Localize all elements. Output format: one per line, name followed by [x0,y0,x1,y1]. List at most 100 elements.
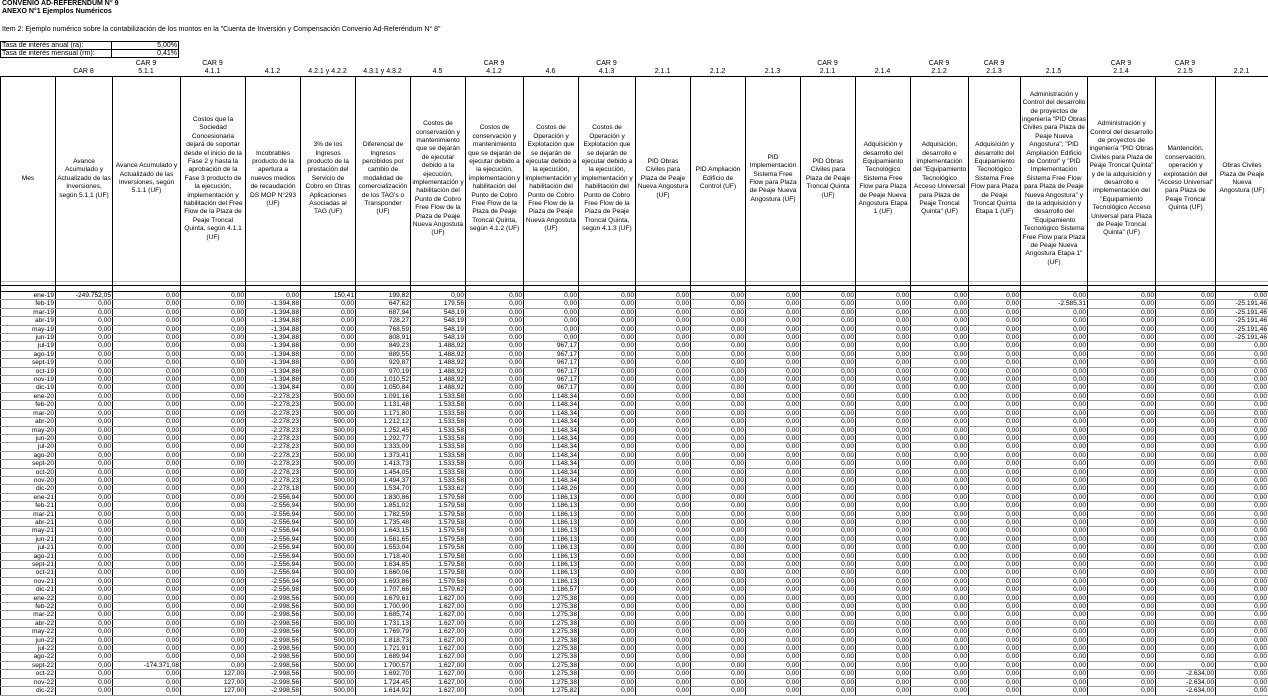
value-cell: 0,00 [745,493,801,503]
value-cell: 0,00 [968,594,1021,604]
table-row: mar-21 0,00 0,00 0,00 -2.556,94 500,00 1.782,5… [0,510,1268,519]
month-cell: ene-19 [0,291,56,301]
value-cell: 0,00 [1087,468,1156,477]
value-cell: 0,00 [300,325,356,335]
month-cell: feb-21 [0,501,56,511]
value-cell: 500,00 [300,686,356,696]
value-cell: 0,00 [855,510,911,519]
value-cell: 0,00 [55,493,113,503]
value-cell: 179,56 [410,299,466,309]
value-cell: 0,00 [745,316,801,326]
month-cell: oct-20 [0,468,56,477]
value-cell: 0,00 [523,291,579,301]
value-cell: 0,00 [112,383,181,393]
value-cell: 0,00 [1087,392,1156,402]
value-cell: 0,00 [1155,400,1216,410]
value-cell: -1.394,88 [245,325,301,335]
table-row: feb-22 0,00 0,00 0,00 -2.998,56 500,00 1.700,9… [0,602,1268,612]
column-section: 4.6 [545,67,556,75]
value-cell: 0,00 [1087,291,1156,301]
value-cell: 0,00 [300,383,356,393]
value-cell: 0,00 [1087,400,1156,410]
value-cell: 0,00 [968,661,1021,671]
value-cell: 0,00 [55,409,113,419]
value-cell: 0,00 [180,543,246,553]
value-cell: 1.275,38 [523,652,579,662]
value-cell: 0,00 [1020,526,1088,536]
value-cell: 500,00 [300,510,356,519]
data-table: Mes Avance Acumulado y Actualizado de las… [0,76,1268,696]
value-cell: 0,00 [578,552,636,562]
value-cell: 0,00 [1087,383,1156,393]
value-cell: 0,00 [1155,560,1216,570]
value-cell: 0,00 [465,560,524,570]
value-cell: 0,00 [635,619,691,629]
value-cell: -25.191,46 [1215,316,1268,326]
value-cell: 1.579,58 [410,501,466,511]
value-cell: 0,00 [800,543,856,553]
month-cell: nov-20 [0,476,56,486]
value-cell: 0,00 [800,636,856,646]
value-cell: 500,00 [300,552,356,562]
value-cell: 808,91 [355,333,411,343]
value-cell: 1.627,00 [410,669,466,679]
value-cell: 0,00 [1155,409,1216,419]
value-cell: 0,00 [968,325,1021,335]
value-cell: 0,00 [800,316,856,326]
table-row: jul-22 0,00 0,00 0,00 -2.998,56 500,00 1.721,9… [0,644,1268,654]
column-section: 2.1.2 [931,67,947,75]
value-cell: 0,00 [745,434,801,444]
value-cell: 1.488,92 [410,375,466,385]
value-cell: 0,00 [745,602,801,612]
value-cell: 1.851,02 [355,501,411,511]
value-cell: 0,00 [1215,358,1268,368]
value-cell: 0,00 [910,383,969,393]
value-cell: 0,00 [578,333,636,343]
value-cell: 1.275,38 [523,669,579,679]
value-cell: 0,00 [745,426,801,435]
value-cell: 0,00 [855,535,911,545]
value-cell: 0,00 [635,602,691,612]
value-cell: 0,00 [112,400,181,410]
value-cell: 0,00 [578,468,636,477]
value-cell: 967,17 [523,350,579,360]
value-cell: 0,00 [910,594,969,604]
value-cell: 0,00 [690,652,746,662]
value-cell: 0,00 [180,661,246,671]
value-cell: 0,00 [855,325,911,335]
value-cell: 0,00 [1087,375,1156,385]
value-cell: 0,00 [112,526,181,536]
value-cell: 0,00 [745,543,801,553]
value-cell: 0,00 [855,291,911,301]
value-cell: 0,00 [635,669,691,679]
value-cell: 0,00 [745,627,801,637]
value-cell: 0,00 [855,476,911,486]
value-cell: 0,00 [800,451,856,461]
value-cell: 0,00 [1087,476,1156,486]
document-subtitle: ANEXO N°1 Ejemplos Numéricos [2,8,112,15]
value-cell: 0,00 [1020,409,1088,419]
interest-rates-table: Tasa de interés anual (ra): 5,00% Tasa d… [0,41,179,58]
value-cell: 0,00 [1215,526,1268,536]
value-cell: 0,00 [180,585,246,595]
value-cell: 0,00 [1020,661,1088,671]
value-cell: 0,00 [465,434,524,444]
value-cell: 0,00 [800,552,856,562]
column-header: Costos de conservación y mantenimiento q… [410,76,466,282]
value-cell: 0,00 [1215,518,1268,528]
value-cell: 0,00 [578,493,636,503]
value-cell: 0,00 [112,552,181,562]
column-car [1020,60,1087,68]
value-cell: 0,00 [465,619,524,629]
value-cell: 0,00 [1087,341,1156,351]
month-cell: may-22 [0,627,56,637]
value-cell: 0,00 [690,468,746,477]
value-cell: 0,00 [635,341,691,351]
value-cell: -2.556,98 [245,585,301,595]
value-cell: 0,00 [690,594,746,604]
value-cell: 0,00 [745,333,801,343]
table-row: may-20 0,00 0,00 0,00 -2.278,23 500,00 1.252,4… [0,426,1268,435]
value-cell: 0,00 [180,644,246,654]
value-cell: 0,00 [910,652,969,662]
value-cell: 0,00 [578,375,636,385]
